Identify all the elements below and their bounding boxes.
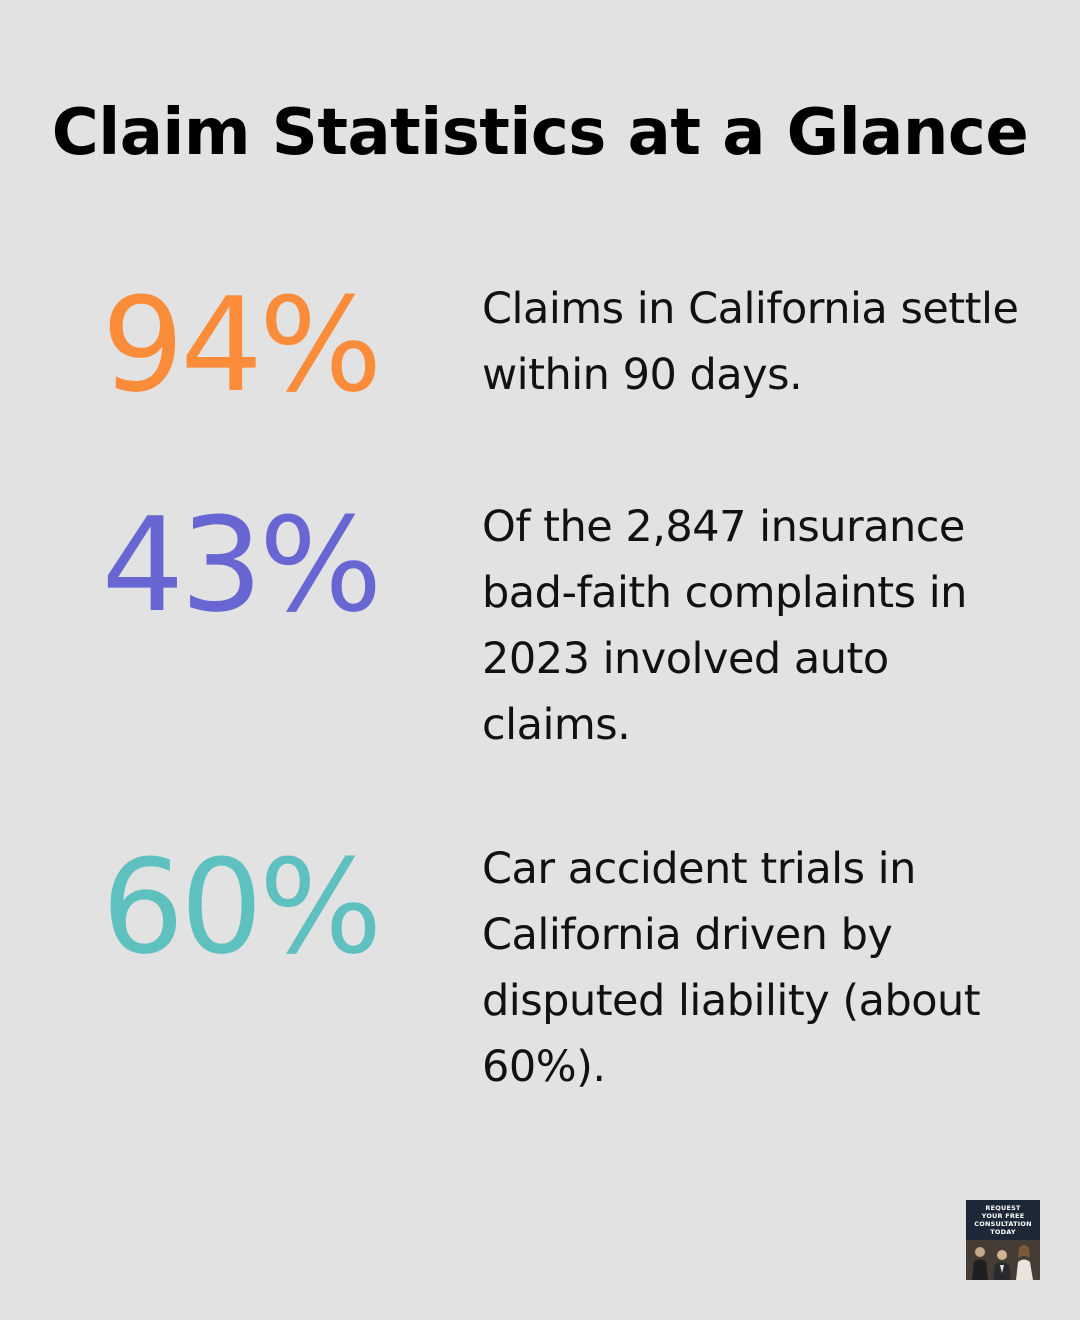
consultation-badge-text: REQUEST YOUR FREE CONSULTATION TODAY <box>974 1204 1032 1236</box>
stat-description: Of the 2,847 insurance bad-faith complai… <box>482 502 967 750</box>
consultation-badge[interactable]: REQUEST YOUR FREE CONSULTATION TODAY <box>966 1200 1040 1280</box>
page-title: Claim Statistics at a Glance <box>51 96 1029 170</box>
attorneys-photo <box>966 1240 1040 1280</box>
stat-description: Car accident trials in California driven… <box>482 844 981 1092</box>
stat-description: Claims in California settle within 90 da… <box>482 284 1019 400</box>
stat-value: 60% <box>101 831 383 983</box>
stat-value: 43% <box>101 489 383 641</box>
stat-value: 94% <box>101 269 383 421</box>
